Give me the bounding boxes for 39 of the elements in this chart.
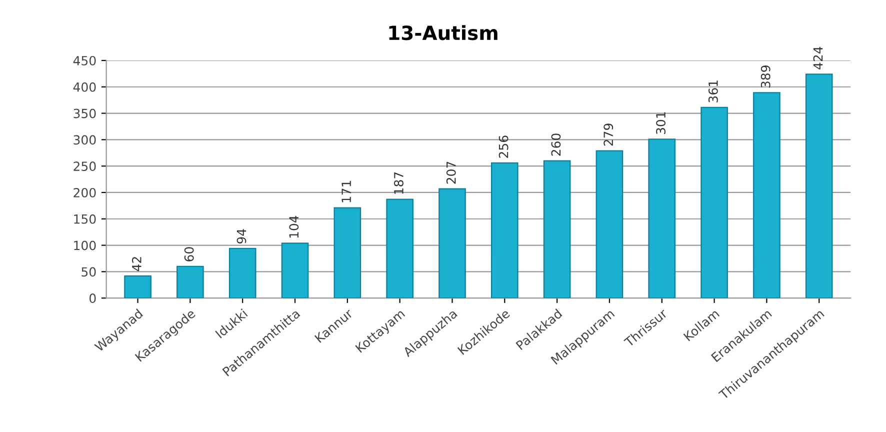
y-tick-label: 0 (89, 294, 96, 304)
bar (805, 74, 833, 298)
y-tick-label: 200 (74, 188, 96, 198)
bar (386, 198, 414, 298)
bar (228, 248, 256, 298)
data-label: 279 (604, 124, 614, 146)
data-label: 187 (394, 172, 404, 194)
chart-title: 13-Autism (389, 25, 498, 40)
y-tick-label: 300 (74, 135, 96, 145)
y-tick-label: 450 (73, 56, 96, 66)
bar (543, 160, 571, 298)
data-label: 256 (498, 136, 508, 158)
y-tick-label: 400 (73, 82, 96, 92)
data-label: 361 (708, 80, 718, 102)
data-label: 171 (342, 180, 351, 202)
data-label: 301 (656, 112, 666, 134)
bar (700, 106, 728, 298)
bar (281, 242, 309, 298)
bar (124, 275, 152, 298)
bar (753, 92, 780, 298)
bar (334, 207, 362, 298)
y-tick-label: 350 (74, 108, 96, 118)
data-label: 42 (132, 257, 142, 272)
y-tick-label: 150 (74, 214, 96, 224)
data-label: 389 (760, 66, 770, 88)
data-label: 94 (236, 229, 246, 244)
data-label: 260 (551, 134, 561, 156)
data-label: 207 (446, 162, 456, 184)
data-label: 60 (184, 247, 194, 262)
data-label: 424 (813, 46, 823, 70)
y-tick-label: 50 (82, 267, 96, 277)
bar (438, 188, 466, 298)
bar (490, 162, 518, 298)
y-tick-label: 100 (74, 240, 96, 250)
data-label: 104 (289, 216, 299, 238)
bar (596, 150, 624, 298)
bar (648, 138, 676, 298)
bar (176, 266, 204, 298)
y-tick-label: 250 (74, 162, 96, 172)
